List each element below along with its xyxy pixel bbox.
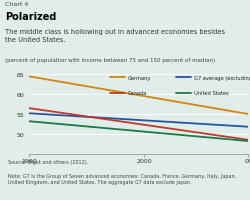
Text: Polarized: Polarized [5,12,56,22]
Text: The middle class is hollowing out in advanced economies besides
the United State: The middle class is hollowing out in adv… [5,29,224,43]
Text: Canada: Canada [127,91,146,96]
Text: G7 average (excluding Japan): G7 average (excluding Japan) [193,75,250,80]
Text: Source: Bigot and others (2012).: Source: Bigot and others (2012). [8,160,87,164]
Text: (percent of population with income between 75 and 150 percent of median): (percent of population with income betwe… [5,58,214,63]
Text: Chart 4: Chart 4 [5,2,28,7]
Text: Note: G7 is the Group of Seven advanced economies: Canada, France, Germany, Ital: Note: G7 is the Group of Seven advanced … [8,173,235,184]
Text: Germany: Germany [127,75,150,80]
Text: United States: United States [193,91,227,96]
